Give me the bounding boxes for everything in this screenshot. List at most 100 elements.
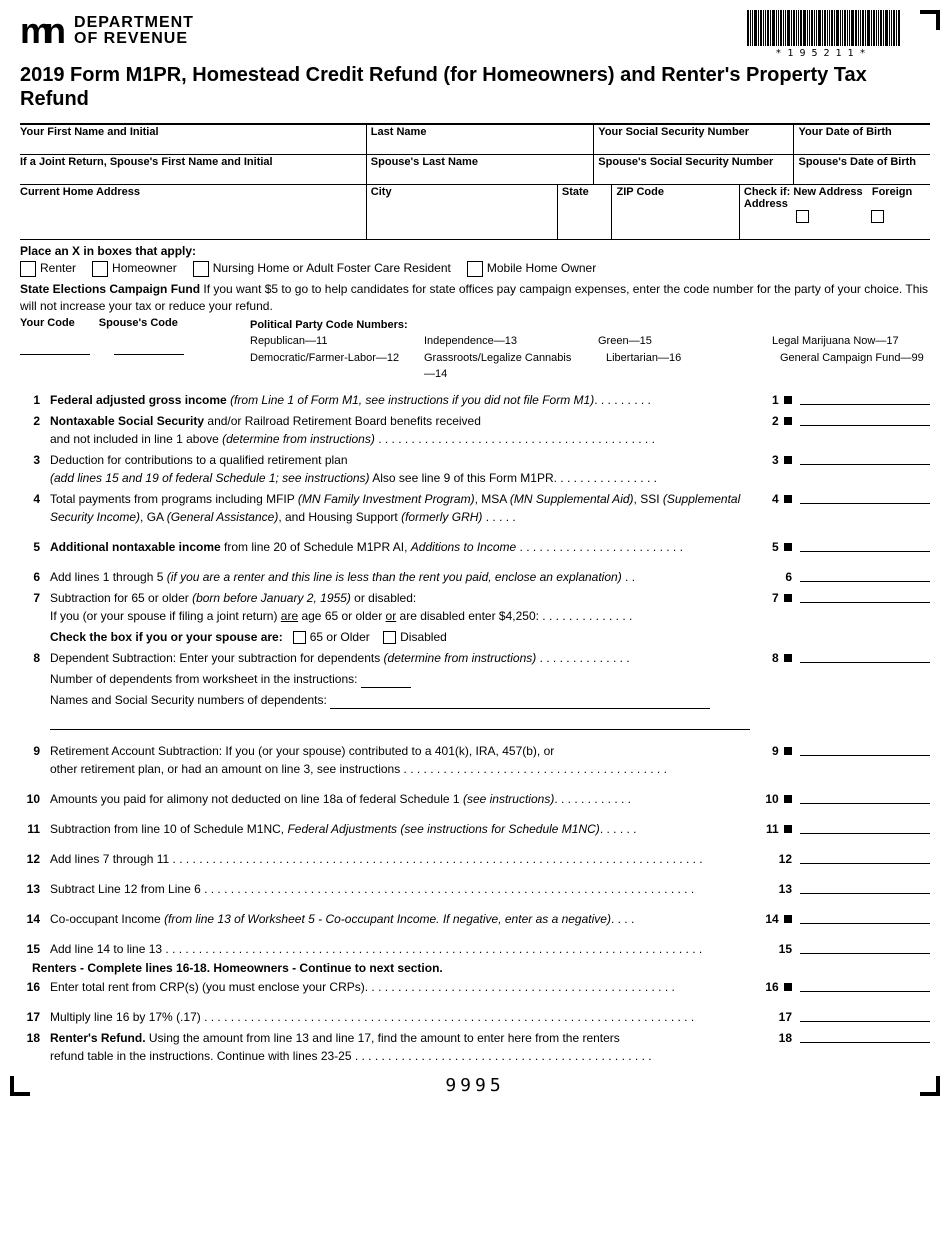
form-line-8: 8Dependent Subtraction: Enter your subtr… [20, 649, 930, 667]
amount-line-1[interactable] [800, 391, 930, 405]
form-barcode: *195211* [747, 10, 900, 59]
form-line-16: 16Enter total rent from CRP(s) (you must… [20, 978, 930, 996]
party-code: Independence—13 [424, 333, 574, 350]
section-note: Renters - Complete lines 16-18. Homeowne… [32, 961, 930, 975]
foreign-address-checkbox[interactable] [871, 210, 884, 223]
amount-line-15[interactable] [800, 940, 930, 954]
form-line-5: 5Additional nontaxable income from line … [20, 538, 930, 556]
line-number: 11 [20, 820, 50, 838]
new-address-checkbox[interactable] [796, 210, 809, 223]
party-code-list: Political Party Code Numbers: Republican… [250, 317, 930, 383]
amount-line-12[interactable] [800, 850, 930, 864]
form-footer-code: 9995 [20, 1075, 930, 1096]
crop-mark-bottom-left [10, 1076, 30, 1096]
id-field[interactable]: ZIP Code [611, 185, 738, 239]
apply-checkbox[interactable] [92, 261, 108, 277]
id-field[interactable]: Current Home Address [20, 185, 366, 239]
line-text: Add lines 1 through 5 (if you are a rent… [50, 568, 756, 586]
id-field[interactable]: If a Joint Return, Spouse's First Name a… [20, 155, 366, 184]
mn-logo-mark: mn [20, 10, 66, 52]
line-number: 2 [20, 412, 50, 430]
disabled-checkbox[interactable] [383, 631, 396, 644]
amount-line-5[interactable] [800, 538, 930, 552]
id-field[interactable]: Spouse's Social Security Number [593, 155, 793, 184]
spouse-code-input[interactable] [114, 343, 184, 355]
form-header: mn DEPARTMENT OF REVENUE *195211* [20, 10, 930, 59]
form-line-3: 3Deduction for contributions to a qualif… [20, 451, 930, 487]
amount-line-13[interactable] [800, 880, 930, 894]
line-text: Deduction for contributions to a qualifi… [50, 451, 756, 487]
amount-line-9[interactable] [800, 742, 930, 756]
dependent-names-input[interactable] [330, 708, 710, 709]
amount-line-6[interactable] [800, 568, 930, 582]
line-tail: 7 [756, 589, 792, 607]
line-tail: 11 [756, 820, 792, 838]
your-code-input[interactable] [20, 343, 90, 355]
line-text: Additional nontaxable income from line 2… [50, 538, 756, 556]
line-number: 1 [20, 391, 50, 409]
amount-line-2[interactable] [800, 412, 930, 426]
id-field[interactable]: Spouse's Last Name [366, 155, 594, 184]
amount-line-16[interactable] [800, 978, 930, 992]
line-tail: 13 [756, 880, 792, 898]
line-tail: 10 [756, 790, 792, 808]
line-text: Nontaxable Social Security and/or Railro… [50, 412, 756, 448]
apply-option: Renter [20, 261, 76, 277]
amount-line-11[interactable] [800, 820, 930, 834]
form-line-15: 15Add line 14 to line 13 . . . . . . . .… [20, 940, 930, 958]
party-code: Democratic/Farmer-Labor—12 [250, 350, 400, 383]
line-tail: 12 [756, 850, 792, 868]
id-field[interactable]: Your Social Security Number [593, 125, 793, 154]
apply-checkbox[interactable] [20, 261, 36, 277]
id-field[interactable]: Last Name [366, 125, 594, 154]
line-text: Co-occupant Income (from line 13 of Work… [50, 910, 756, 928]
spouse-code-label: Spouse's Code [99, 317, 178, 329]
id-field[interactable]: Your Date of Birth [793, 125, 930, 154]
party-code: Libertarian—16 [606, 350, 756, 383]
id-field[interactable]: City [366, 185, 557, 239]
line-number: 15 [20, 940, 50, 958]
crop-mark-bottom-right [920, 1076, 940, 1096]
line-text: Subtraction for 65 or older (born before… [50, 589, 756, 625]
id-field[interactable]: Your First Name and Initial [20, 125, 366, 154]
dependent-count-input[interactable] [361, 687, 411, 688]
crop-mark-top-right [920, 10, 940, 30]
line-tail: 18 [756, 1029, 792, 1047]
amount-line-3[interactable] [800, 451, 930, 465]
amount-line-10[interactable] [800, 790, 930, 804]
apply-option: Homeowner [92, 261, 177, 277]
dependent-names-input-2[interactable] [50, 729, 750, 730]
apply-checkbox[interactable] [193, 261, 209, 277]
id-row-spouse: If a Joint Return, Spouse's First Name a… [20, 155, 930, 185]
line-tail: 4 [756, 490, 792, 508]
id-field[interactable]: Check if: New Address Foreign Address [739, 185, 930, 239]
amount-line-8[interactable] [800, 649, 930, 663]
amount-line-17[interactable] [800, 1008, 930, 1022]
party-codes-title: Political Party Code Numbers: [250, 317, 930, 334]
line-tail: 5 [756, 538, 792, 556]
line-number: 3 [20, 451, 50, 469]
age-65-checkbox[interactable] [293, 631, 306, 644]
form-line-11: 11Subtraction from line 10 of Schedule M… [20, 820, 930, 838]
apply-options: RenterHomeownerNursing Home or Adult Fos… [20, 261, 930, 277]
line-number: 8 [20, 649, 50, 667]
apply-checkbox[interactable] [467, 261, 483, 277]
amount-line-7[interactable] [800, 589, 930, 603]
amount-line-4[interactable] [800, 490, 930, 504]
line-tail: 15 [756, 940, 792, 958]
line-text: Add lines 7 through 11 . . . . . . . . .… [50, 850, 756, 868]
line-number: 12 [20, 850, 50, 868]
form-line-13: 13Subtract Line 12 from Line 6 . . . . .… [20, 880, 930, 898]
barcode-text: *195211* [747, 48, 900, 59]
line-text: Enter total rent from CRP(s) (you must e… [50, 978, 756, 996]
line-tail: 6 [756, 568, 792, 586]
amount-line-14[interactable] [800, 910, 930, 924]
id-field[interactable]: State [557, 185, 612, 239]
apply-title: Place an X in boxes that apply: [20, 244, 930, 258]
amount-line-18[interactable] [800, 1029, 930, 1043]
form-line-1: 1Federal adjusted gross income (from Lin… [20, 391, 930, 409]
agency-name: DEPARTMENT OF REVENUE [74, 15, 194, 47]
id-field[interactable]: Spouse's Date of Birth [793, 155, 930, 184]
line-text: Subtraction from line 10 of Schedule M1N… [50, 820, 756, 838]
party-code: Green—15 [598, 333, 748, 350]
